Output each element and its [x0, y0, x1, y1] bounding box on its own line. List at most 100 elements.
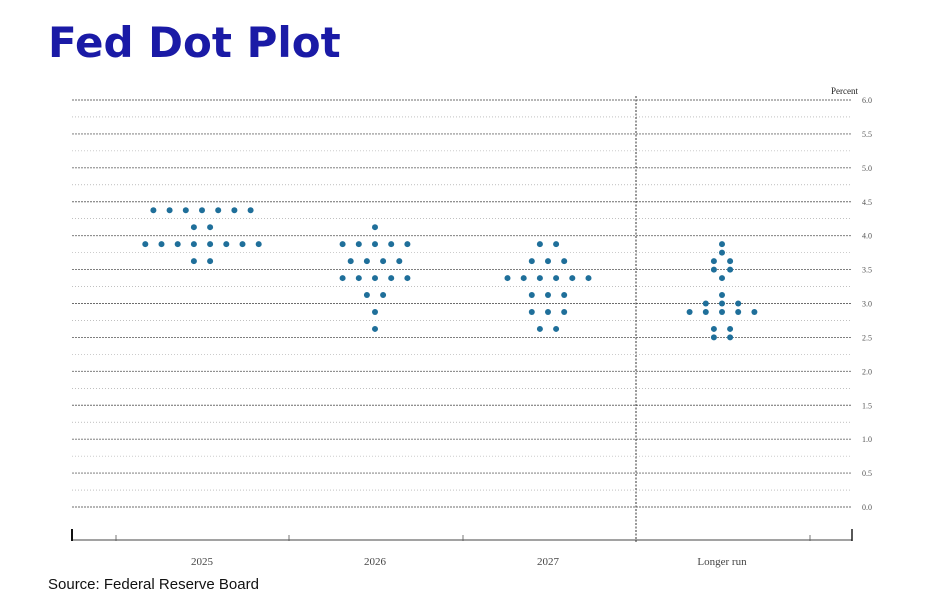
y-tick-label: 4.0	[862, 232, 872, 241]
dot	[528, 258, 535, 265]
x-tick-label: 2027	[537, 556, 560, 568]
dot	[247, 207, 254, 214]
dot	[719, 241, 725, 248]
x-tick-label: Longer run	[697, 556, 747, 568]
dot	[207, 241, 214, 248]
dot	[372, 325, 378, 332]
y-tick-label: 3.5	[862, 266, 872, 275]
dot	[561, 292, 568, 299]
dot	[710, 325, 717, 332]
dot	[553, 325, 560, 332]
y-tick-label: 2.0	[862, 367, 872, 376]
dot	[396, 258, 403, 265]
dot	[380, 292, 387, 299]
y-tick-label: 6.0	[862, 96, 872, 105]
dot	[215, 207, 222, 214]
dot	[182, 207, 189, 214]
dot	[158, 241, 165, 248]
y-tick-label: 5.0	[862, 164, 872, 173]
dot	[710, 258, 717, 265]
dot	[142, 241, 149, 248]
dot	[751, 308, 758, 315]
y-tick-labels: 0.0 0.5 1.0 1.5 2.0 2.5 3.0 3.5 4.0 4.5 5.0 5.5 6.0	[862, 96, 872, 512]
dot	[719, 300, 725, 307]
y-axis-label: Percent	[831, 86, 858, 96]
dot	[545, 292, 551, 299]
dot	[545, 258, 551, 265]
y-tick-label: 3.0	[862, 300, 872, 309]
dot	[553, 241, 560, 248]
dot	[561, 308, 568, 315]
y-tick-label: 4.5	[862, 198, 872, 207]
dot	[355, 275, 362, 282]
x-tick-label: 2026	[364, 556, 387, 568]
y-tick-label: 1.0	[862, 435, 872, 444]
dot	[404, 241, 411, 248]
dot	[166, 207, 173, 214]
dot	[520, 275, 527, 282]
dot	[372, 241, 378, 248]
dot	[388, 275, 395, 282]
dot	[339, 241, 346, 248]
dot	[207, 224, 214, 231]
y-tick-label: 1.5	[862, 401, 872, 410]
dots	[142, 207, 758, 341]
dot	[727, 325, 734, 332]
y-tick-label: 5.5	[862, 130, 872, 139]
dot	[528, 292, 535, 299]
dot	[380, 258, 387, 265]
grid-lines	[72, 99, 852, 508]
dot	[174, 241, 181, 248]
dot	[719, 292, 725, 299]
dot	[710, 334, 717, 341]
dot	[190, 241, 197, 248]
dot	[255, 241, 262, 248]
dot	[363, 292, 370, 299]
dot	[561, 258, 568, 265]
dot	[404, 275, 411, 282]
dot	[223, 241, 230, 248]
dot	[239, 241, 246, 248]
dot	[372, 308, 378, 315]
dot	[719, 249, 725, 256]
y-tick-label: 2.5	[862, 333, 872, 342]
dot	[199, 207, 205, 214]
dot	[536, 325, 543, 332]
dot	[504, 275, 511, 282]
dot	[569, 275, 576, 282]
dot	[545, 308, 551, 315]
dot	[347, 258, 354, 265]
y-tick-label: 0.5	[862, 469, 872, 478]
dot	[702, 300, 709, 307]
dot	[727, 258, 734, 265]
dot	[388, 241, 395, 248]
dot	[372, 275, 378, 282]
dot	[190, 224, 197, 231]
dot	[536, 275, 543, 282]
dot	[150, 207, 157, 214]
source-note: Source: Federal Reserve Board	[48, 576, 259, 593]
dot	[702, 308, 709, 315]
dot	[727, 334, 734, 341]
dot	[710, 266, 717, 273]
dot	[528, 308, 535, 315]
y-tick-label: 0.0	[862, 503, 872, 512]
x-tick-label: 2025	[191, 556, 214, 568]
dot	[339, 275, 346, 282]
page-title: Fed Dot Plot	[48, 18, 341, 67]
dot	[686, 308, 693, 315]
dot	[363, 258, 370, 265]
dot	[585, 275, 592, 282]
dot	[553, 275, 560, 282]
dot	[190, 258, 197, 265]
dot	[719, 275, 725, 282]
dot	[727, 266, 734, 273]
dot	[355, 241, 362, 248]
dot	[372, 224, 378, 231]
dot	[536, 241, 543, 248]
dot	[231, 207, 238, 214]
dot	[735, 308, 742, 315]
dot	[735, 300, 742, 307]
x-axis: 2025 2026 2027 Longer run	[71, 529, 853, 568]
